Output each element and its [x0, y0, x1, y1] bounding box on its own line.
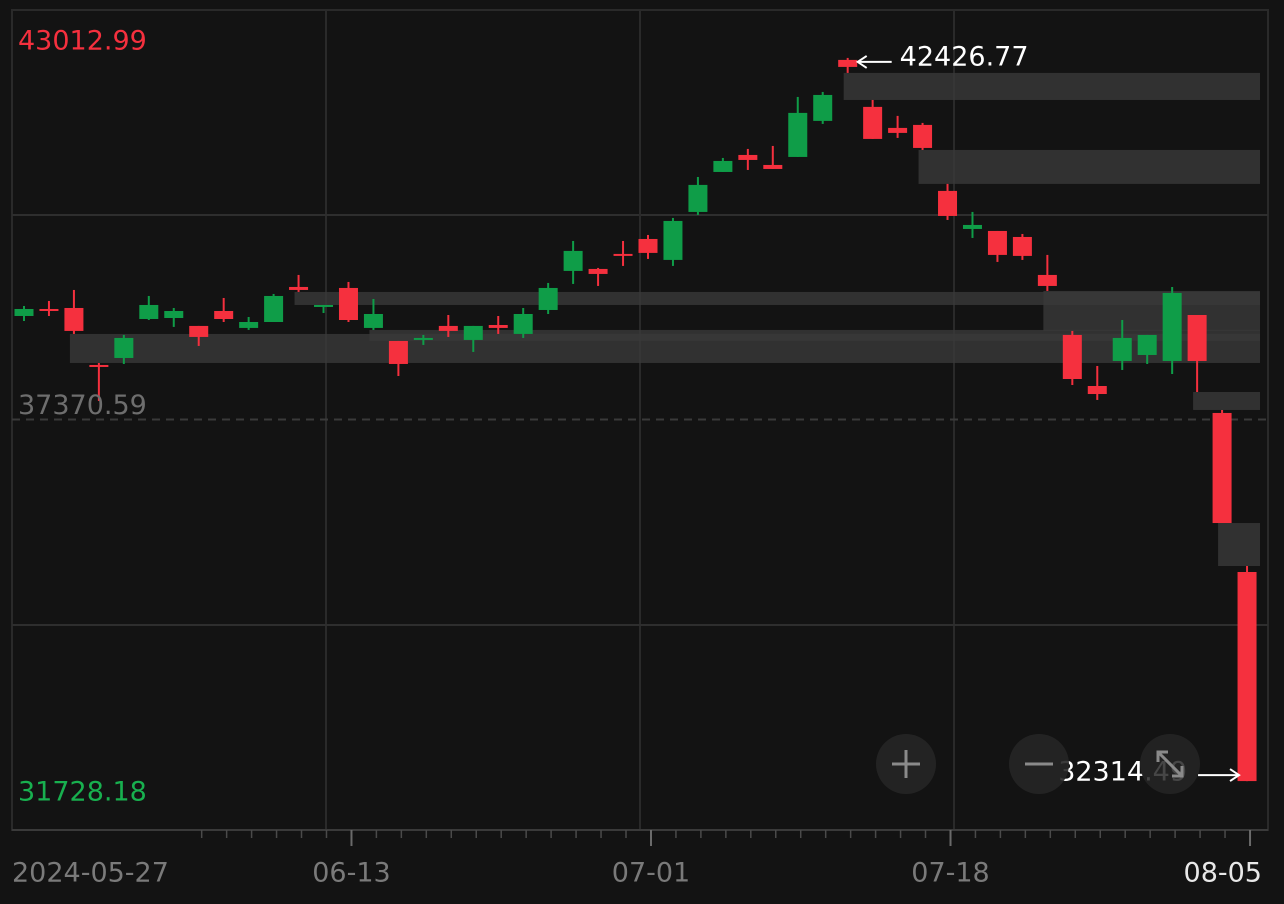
labels: 43012.99 37370.59 31728.18: [18, 26, 147, 808]
candle-body: [1137, 334, 1157, 355]
candle-body: [64, 307, 84, 331]
min-arrow-head: [1229, 768, 1241, 782]
candle-body: [488, 325, 508, 328]
candle-body: [1062, 334, 1082, 379]
candle-body: [1087, 386, 1107, 395]
candle-body: [39, 308, 59, 311]
candle-body: [513, 313, 533, 334]
candle-body: [1212, 412, 1232, 524]
candle-body: [338, 287, 358, 320]
candle-body: [638, 238, 658, 253]
candle-body: [913, 124, 933, 148]
candle-body: [987, 230, 1007, 255]
y-tick-label: 43012.99: [18, 26, 147, 57]
candle-body: [713, 160, 733, 172]
zoom-in-button[interactable]: [876, 734, 936, 794]
reset-zoom-button[interactable]: [1140, 734, 1200, 794]
gap-zone: [369, 329, 1260, 341]
candle-body: [139, 304, 159, 319]
candle-body: [538, 287, 558, 310]
candle-body: [962, 224, 982, 229]
gap-zone: [1218, 523, 1260, 566]
candle-body: [788, 112, 808, 157]
x-tick-label: 08-05: [1184, 858, 1262, 889]
candle-body: [239, 321, 259, 328]
candle-body: [588, 268, 608, 274]
candle-body: [563, 250, 583, 271]
x-tick-label: 2024-05-27: [12, 858, 169, 889]
candle-body: [264, 295, 284, 322]
candle-body: [214, 310, 234, 319]
candles: [14, 57, 1257, 782]
candle-body: [1162, 292, 1182, 361]
y-tick-label: 31728.18: [18, 777, 147, 808]
x-tick-label: 06-13: [312, 858, 390, 889]
candle-body: [763, 164, 783, 169]
gap-zone: [918, 149, 1260, 184]
zoom-out-button[interactable]: [1009, 734, 1069, 794]
candle-body: [613, 253, 633, 256]
candle-body: [1187, 314, 1207, 361]
gap-zone: [843, 72, 1260, 100]
candle-body: [938, 190, 958, 216]
x-tick-label: 07-01: [612, 858, 690, 889]
candle-body: [413, 337, 433, 340]
candle-body: [189, 325, 209, 337]
candle-body: [1112, 337, 1132, 361]
candle-body: [114, 337, 134, 358]
candle-body: [888, 127, 908, 133]
y-tick-label: 37370.59: [18, 390, 147, 421]
candle-body: [1037, 274, 1057, 286]
candle-body: [738, 154, 758, 160]
zoom-controls: [876, 734, 1200, 794]
candle-body: [14, 308, 34, 316]
candle-body: [388, 340, 408, 364]
gap-zone: [294, 291, 1260, 305]
candle-body: [363, 313, 383, 328]
candle-body: [289, 286, 309, 290]
candle-body: [1012, 236, 1032, 256]
candle-body: [89, 364, 109, 367]
candle-body: [813, 94, 833, 121]
gap-zones: [69, 72, 1260, 566]
candle-body: [688, 184, 708, 212]
max-label: 42426.77: [900, 41, 1029, 72]
candle-body: [438, 325, 458, 331]
candle-body: [314, 304, 334, 307]
candle-body: [863, 106, 883, 139]
candle-body: [838, 59, 858, 67]
x-tick-label: 07-18: [911, 858, 989, 889]
max-arrow-head: [855, 55, 868, 69]
gap-zone: [1193, 392, 1260, 410]
gap-zone: [1043, 290, 1260, 331]
candle-body: [663, 220, 683, 260]
candle-body: [164, 310, 184, 318]
candle-body: [1237, 572, 1257, 782]
candle-body: [463, 325, 483, 340]
x-axis: 2024-05-27 06-13 07-01 07-18 08-05: [12, 829, 1268, 889]
